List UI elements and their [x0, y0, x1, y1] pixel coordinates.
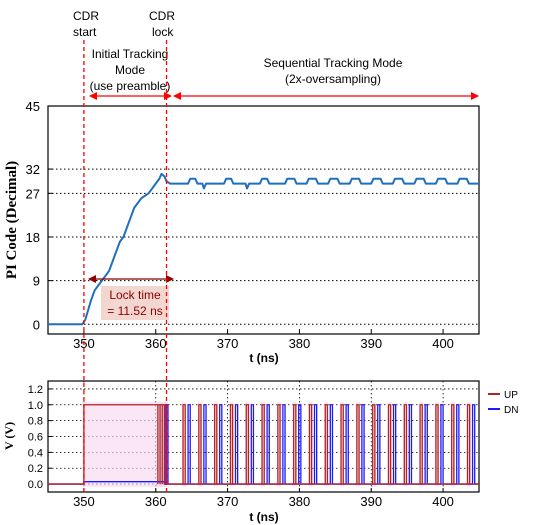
up-pulse-shade: [261, 401, 266, 488]
initial-mode-label-1: Initial Tracking: [92, 47, 169, 61]
pi-code-ytick-label: 0: [33, 317, 40, 332]
up-pulse-shade: [82, 401, 159, 488]
pi-code-xtick-label: 360: [145, 336, 167, 351]
v-xtick-label: 390: [360, 494, 382, 509]
pi-code-series-line: [48, 172, 479, 326]
initial-mode-label-3: (use preamble): [90, 79, 171, 93]
pi-code-xtick-label: 370: [217, 336, 239, 351]
up-pulse-shade: [308, 401, 313, 488]
pi-code-ytick-label: 27: [26, 186, 40, 201]
v-ytick-label: 0.6: [28, 432, 43, 444]
up-pulse-shade: [324, 401, 329, 488]
cdr-lock-label-1: CDR: [149, 9, 175, 23]
up-pulse-shade: [466, 401, 471, 488]
sequential-mode-label-2: (2x-oversampling): [285, 72, 381, 86]
pi-code-ytick-label: 9: [33, 274, 40, 289]
v-xtick-label: 360: [145, 494, 167, 509]
cdr-start-label-2: start: [73, 25, 97, 39]
pi-code-xlabel: t (ns): [249, 351, 278, 365]
v-ytick-label: 0.0: [28, 479, 43, 491]
up-pulse-shade: [161, 401, 166, 488]
up-pulse-shade: [182, 401, 187, 488]
up-pulse-shade: [403, 401, 408, 488]
cdr-lock-label-2: lock: [152, 25, 174, 39]
up-pulse-shade: [197, 401, 203, 488]
up-pulse-shade: [387, 401, 392, 488]
up-pulse-shade: [419, 401, 424, 488]
legend-dn-label: DN: [504, 405, 518, 416]
lock-time-label-2: = 11.52 ns: [107, 304, 163, 318]
v-xtick-label: 400: [432, 494, 454, 509]
v-xlabel: t (ns): [249, 510, 278, 524]
up-pulse-shade: [156, 401, 162, 488]
v-ytick-label: 1.0: [28, 400, 43, 412]
up-pulse-shade: [159, 401, 164, 488]
lock-time-box: [101, 286, 169, 320]
pi-code-xtick-label: 400: [432, 336, 454, 351]
up-pulse-shade: [450, 401, 455, 488]
legend-up-label: UP: [504, 390, 518, 401]
pi-code-ytick-label: 32: [26, 162, 40, 177]
pi-code-ytick-label: 18: [26, 230, 40, 245]
v-xtick-label: 380: [289, 494, 311, 509]
pi-code-xtick-label: 380: [289, 336, 311, 351]
v-xtick-label: 350: [73, 494, 95, 509]
cdr-start-label-1: CDR: [73, 9, 99, 23]
sequential-mode-label-1: Sequential Tracking Mode: [264, 56, 403, 70]
up-pulse-shade: [213, 401, 218, 488]
up-pulse-shade: [245, 401, 250, 488]
up-pulse-shade: [292, 401, 297, 488]
up-pulse-shade: [355, 401, 361, 488]
v-ytick-label: 0.2: [28, 463, 43, 475]
legend: UP DN: [488, 390, 518, 416]
dn-series-line: [48, 404, 479, 485]
v-ytick-label: 0.8: [28, 416, 43, 428]
up-pulse-shade: [434, 401, 440, 488]
pi-code-ylabel: PI Code (Decimal): [4, 161, 20, 279]
up-series-line: [48, 404, 479, 485]
v-ytick-label: 1.2: [28, 384, 43, 396]
up-pulse-shade: [229, 401, 234, 488]
lock-time-label-1: Lock time: [109, 288, 161, 302]
pi-code-ytick-label: 45: [26, 99, 40, 114]
v-xtick-label: 370: [217, 494, 239, 509]
v-ylabel: V (V): [2, 422, 16, 450]
up-pulse-shade: [340, 401, 345, 488]
pi-code-plot-frame: [47, 105, 480, 335]
up-pulse-shade: [371, 401, 376, 488]
lock-time-annotation: Lock time = 11.52 ns: [88, 275, 174, 320]
up-pulse-shade: [276, 401, 282, 488]
pi-code-xtick-label: 390: [360, 336, 382, 351]
initial-mode-label-2: Mode: [115, 63, 145, 77]
v-ytick-label: 0.4: [28, 447, 43, 459]
